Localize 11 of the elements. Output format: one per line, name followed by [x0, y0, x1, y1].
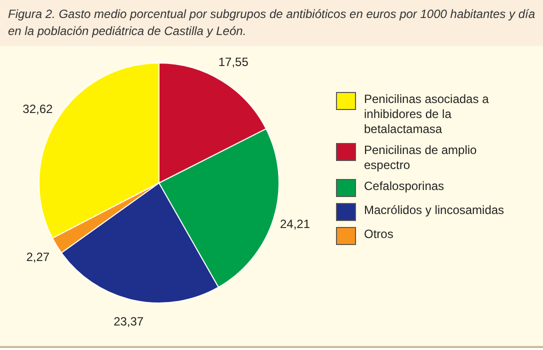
data-label: 24,21	[280, 216, 310, 231]
legend-label: Penicilinas de amplio espectro	[364, 143, 478, 173]
legend-label: Otros	[364, 227, 394, 242]
data-label: 23,37	[114, 314, 144, 329]
legend-label: Penicilinas asociadas a inhibidores de la betalactamasa	[364, 92, 490, 137]
legend-label: Cefalosporinas	[364, 179, 446, 194]
data-label: 2,27	[26, 250, 50, 264]
legend-label: Macrólidos y lincosamidas	[364, 203, 506, 218]
chart-title: Figura 2. Gasto medio porcentual por subgrupos de antibióticos en euros por 1000 habitantes y día en la población pediátrica de Castilla y León.	[0, 0, 543, 46]
data-label: 32,62	[22, 102, 53, 116]
data-label: 17,55	[218, 55, 249, 70]
